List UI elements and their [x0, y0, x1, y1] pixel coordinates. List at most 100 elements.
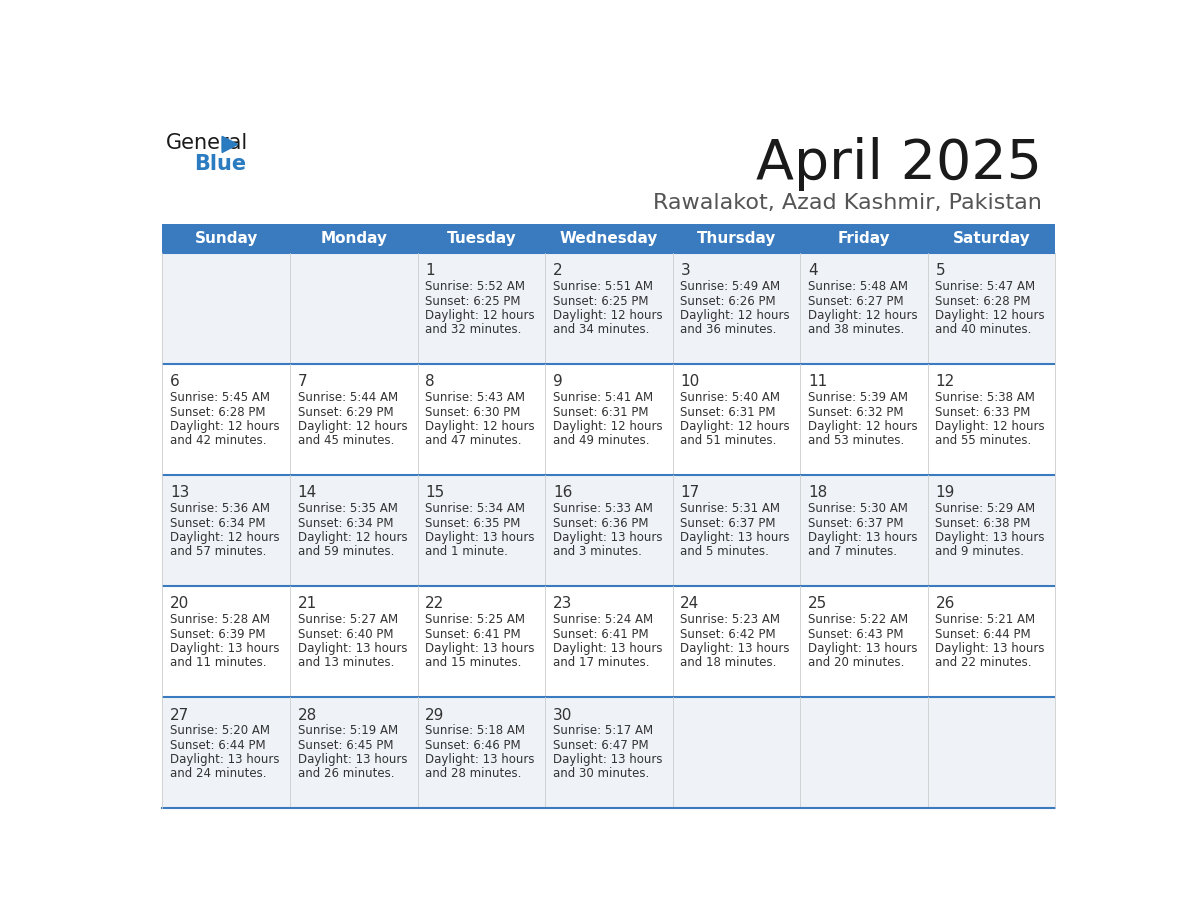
- Text: Sunset: 6:28 PM: Sunset: 6:28 PM: [170, 406, 266, 419]
- Text: 25: 25: [808, 597, 827, 611]
- Text: Monday: Monday: [321, 230, 387, 246]
- Text: Sunrise: 5:31 AM: Sunrise: 5:31 AM: [681, 502, 781, 515]
- Text: 7: 7: [298, 375, 308, 389]
- Text: and 3 minutes.: and 3 minutes.: [552, 545, 642, 558]
- Text: and 22 minutes.: and 22 minutes.: [935, 656, 1032, 669]
- Text: 18: 18: [808, 486, 827, 500]
- Text: and 49 minutes.: and 49 minutes.: [552, 434, 650, 447]
- Text: 11: 11: [808, 375, 827, 389]
- Text: Sunset: 6:35 PM: Sunset: 6:35 PM: [425, 517, 520, 530]
- Text: Daylight: 12 hours: Daylight: 12 hours: [935, 420, 1045, 433]
- Text: and 20 minutes.: and 20 minutes.: [808, 656, 904, 669]
- Text: Sunset: 6:47 PM: Sunset: 6:47 PM: [552, 739, 649, 752]
- Text: and 17 minutes.: and 17 minutes.: [552, 656, 650, 669]
- Text: Daylight: 12 hours: Daylight: 12 hours: [808, 308, 917, 322]
- Text: 16: 16: [552, 486, 573, 500]
- Text: 15: 15: [425, 486, 444, 500]
- Text: Sunrise: 5:22 AM: Sunrise: 5:22 AM: [808, 613, 908, 626]
- Text: and 34 minutes.: and 34 minutes.: [552, 323, 649, 336]
- Text: Friday: Friday: [838, 230, 890, 246]
- Text: Daylight: 12 hours: Daylight: 12 hours: [681, 420, 790, 433]
- Text: Sunrise: 5:40 AM: Sunrise: 5:40 AM: [681, 391, 781, 404]
- Text: Sunrise: 5:47 AM: Sunrise: 5:47 AM: [935, 280, 1036, 294]
- FancyBboxPatch shape: [163, 252, 1055, 364]
- Text: Sunrise: 5:25 AM: Sunrise: 5:25 AM: [425, 613, 525, 626]
- Text: 3: 3: [681, 263, 690, 278]
- Text: and 30 minutes.: and 30 minutes.: [552, 767, 649, 780]
- Text: and 51 minutes.: and 51 minutes.: [681, 434, 777, 447]
- Text: Daylight: 12 hours: Daylight: 12 hours: [298, 531, 407, 543]
- Text: Blue: Blue: [194, 154, 246, 174]
- Text: Daylight: 13 hours: Daylight: 13 hours: [425, 642, 535, 655]
- FancyBboxPatch shape: [163, 697, 1055, 808]
- Text: 28: 28: [298, 708, 317, 722]
- Text: Sunset: 6:41 PM: Sunset: 6:41 PM: [552, 628, 649, 641]
- Text: and 11 minutes.: and 11 minutes.: [170, 656, 266, 669]
- Text: Sunset: 6:25 PM: Sunset: 6:25 PM: [552, 295, 649, 308]
- Text: Sunrise: 5:27 AM: Sunrise: 5:27 AM: [298, 613, 398, 626]
- Text: Daylight: 13 hours: Daylight: 13 hours: [681, 531, 790, 543]
- Text: Sunset: 6:25 PM: Sunset: 6:25 PM: [425, 295, 520, 308]
- Text: Daylight: 13 hours: Daylight: 13 hours: [935, 642, 1045, 655]
- Text: Sunset: 6:27 PM: Sunset: 6:27 PM: [808, 295, 904, 308]
- Text: Sunset: 6:31 PM: Sunset: 6:31 PM: [552, 406, 649, 419]
- Text: Sunset: 6:30 PM: Sunset: 6:30 PM: [425, 406, 520, 419]
- Text: Sunrise: 5:21 AM: Sunrise: 5:21 AM: [935, 613, 1036, 626]
- Text: Daylight: 13 hours: Daylight: 13 hours: [170, 642, 279, 655]
- Text: Sunset: 6:26 PM: Sunset: 6:26 PM: [681, 295, 776, 308]
- Text: Sunset: 6:40 PM: Sunset: 6:40 PM: [298, 628, 393, 641]
- Text: Sunrise: 5:23 AM: Sunrise: 5:23 AM: [681, 613, 781, 626]
- Text: Daylight: 12 hours: Daylight: 12 hours: [170, 420, 280, 433]
- Text: Sunrise: 5:36 AM: Sunrise: 5:36 AM: [170, 502, 270, 515]
- Text: and 59 minutes.: and 59 minutes.: [298, 545, 394, 558]
- FancyBboxPatch shape: [163, 475, 1055, 586]
- Text: Sunrise: 5:48 AM: Sunrise: 5:48 AM: [808, 280, 908, 294]
- Text: Sunset: 6:44 PM: Sunset: 6:44 PM: [935, 628, 1031, 641]
- Text: Sunrise: 5:44 AM: Sunrise: 5:44 AM: [298, 391, 398, 404]
- Text: 22: 22: [425, 597, 444, 611]
- Text: Daylight: 12 hours: Daylight: 12 hours: [425, 308, 535, 322]
- Text: and 55 minutes.: and 55 minutes.: [935, 434, 1031, 447]
- Text: Sunrise: 5:52 AM: Sunrise: 5:52 AM: [425, 280, 525, 294]
- Text: Sunset: 6:33 PM: Sunset: 6:33 PM: [935, 406, 1031, 419]
- Text: and 1 minute.: and 1 minute.: [425, 545, 508, 558]
- Text: Daylight: 13 hours: Daylight: 13 hours: [552, 531, 663, 543]
- Text: April 2025: April 2025: [756, 137, 1042, 191]
- Text: Sunset: 6:34 PM: Sunset: 6:34 PM: [170, 517, 266, 530]
- Text: Thursday: Thursday: [696, 230, 776, 246]
- Text: Rawalakot, Azad Kashmir, Pakistan: Rawalakot, Azad Kashmir, Pakistan: [653, 194, 1042, 213]
- Text: and 7 minutes.: and 7 minutes.: [808, 545, 897, 558]
- Text: Sunset: 6:28 PM: Sunset: 6:28 PM: [935, 295, 1031, 308]
- Text: and 53 minutes.: and 53 minutes.: [808, 434, 904, 447]
- FancyBboxPatch shape: [163, 364, 1055, 475]
- Text: and 47 minutes.: and 47 minutes.: [425, 434, 522, 447]
- Text: 29: 29: [425, 708, 444, 722]
- Text: Sunrise: 5:29 AM: Sunrise: 5:29 AM: [935, 502, 1036, 515]
- Text: and 28 minutes.: and 28 minutes.: [425, 767, 522, 780]
- Text: and 9 minutes.: and 9 minutes.: [935, 545, 1024, 558]
- Text: and 32 minutes.: and 32 minutes.: [425, 323, 522, 336]
- Text: Daylight: 12 hours: Daylight: 12 hours: [935, 308, 1045, 322]
- Text: Daylight: 12 hours: Daylight: 12 hours: [552, 420, 663, 433]
- Text: and 13 minutes.: and 13 minutes.: [298, 656, 394, 669]
- Text: Daylight: 13 hours: Daylight: 13 hours: [552, 753, 663, 766]
- Text: Saturday: Saturday: [953, 230, 1030, 246]
- Text: and 36 minutes.: and 36 minutes.: [681, 323, 777, 336]
- Text: and 24 minutes.: and 24 minutes.: [170, 767, 266, 780]
- Text: Sunset: 6:39 PM: Sunset: 6:39 PM: [170, 628, 266, 641]
- Text: Daylight: 13 hours: Daylight: 13 hours: [808, 531, 917, 543]
- Text: Sunrise: 5:18 AM: Sunrise: 5:18 AM: [425, 724, 525, 737]
- Text: Sunrise: 5:41 AM: Sunrise: 5:41 AM: [552, 391, 653, 404]
- Text: Daylight: 13 hours: Daylight: 13 hours: [425, 753, 535, 766]
- Text: and 26 minutes.: and 26 minutes.: [298, 767, 394, 780]
- Text: Sunset: 6:44 PM: Sunset: 6:44 PM: [170, 739, 266, 752]
- Text: Sunset: 6:36 PM: Sunset: 6:36 PM: [552, 517, 649, 530]
- Text: Daylight: 12 hours: Daylight: 12 hours: [425, 420, 535, 433]
- Text: 5: 5: [935, 263, 946, 278]
- Text: 27: 27: [170, 708, 189, 722]
- Text: Sunrise: 5:39 AM: Sunrise: 5:39 AM: [808, 391, 908, 404]
- Text: Sunrise: 5:28 AM: Sunrise: 5:28 AM: [170, 613, 270, 626]
- Text: 9: 9: [552, 375, 563, 389]
- Text: 21: 21: [298, 597, 317, 611]
- Polygon shape: [222, 137, 238, 152]
